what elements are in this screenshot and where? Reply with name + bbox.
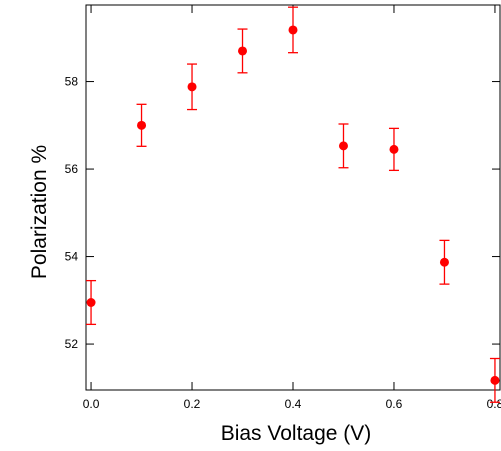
x-tick-label: 0.8 <box>487 397 501 411</box>
data-point <box>439 257 449 267</box>
data-point-group <box>439 239 450 285</box>
data-point <box>137 120 147 130</box>
data-point <box>238 46 248 56</box>
y-axis-label: Polarization % <box>28 145 51 279</box>
data-point-group <box>288 6 298 54</box>
data-point <box>389 144 399 154</box>
x-axis-ticks: 0.0 0.2 0.4 0.6 0.8 <box>83 5 501 411</box>
data-point <box>86 298 96 307</box>
x-tick-label: 0.0 <box>83 397 100 411</box>
data-point <box>288 25 298 35</box>
x-axis-label: Bias Voltage (V) <box>221 422 372 445</box>
data-point-group <box>489 357 500 403</box>
data-point <box>187 82 197 92</box>
data-point-group <box>237 28 248 74</box>
y-axis-ticks: 52 54 56 58 <box>65 75 500 351</box>
data-points <box>86 6 500 403</box>
y-tick-label: 58 <box>65 75 79 89</box>
data-point-group <box>86 279 97 326</box>
plot-frame <box>85 4 501 391</box>
x-tick-label: 0.4 <box>285 397 302 411</box>
y-tick-label: 52 <box>65 337 79 351</box>
y-tick-label: 56 <box>65 162 79 176</box>
data-point <box>338 141 348 151</box>
x-tick-label: 0.2 <box>184 397 201 411</box>
data-point-group <box>388 127 399 172</box>
y-tick-label: 54 <box>65 250 79 264</box>
data-point <box>490 375 500 385</box>
x-tick-label: 0.6 <box>386 397 403 411</box>
data-point-group <box>136 103 147 147</box>
data-point-group <box>338 123 349 169</box>
data-point-group <box>187 63 198 111</box>
